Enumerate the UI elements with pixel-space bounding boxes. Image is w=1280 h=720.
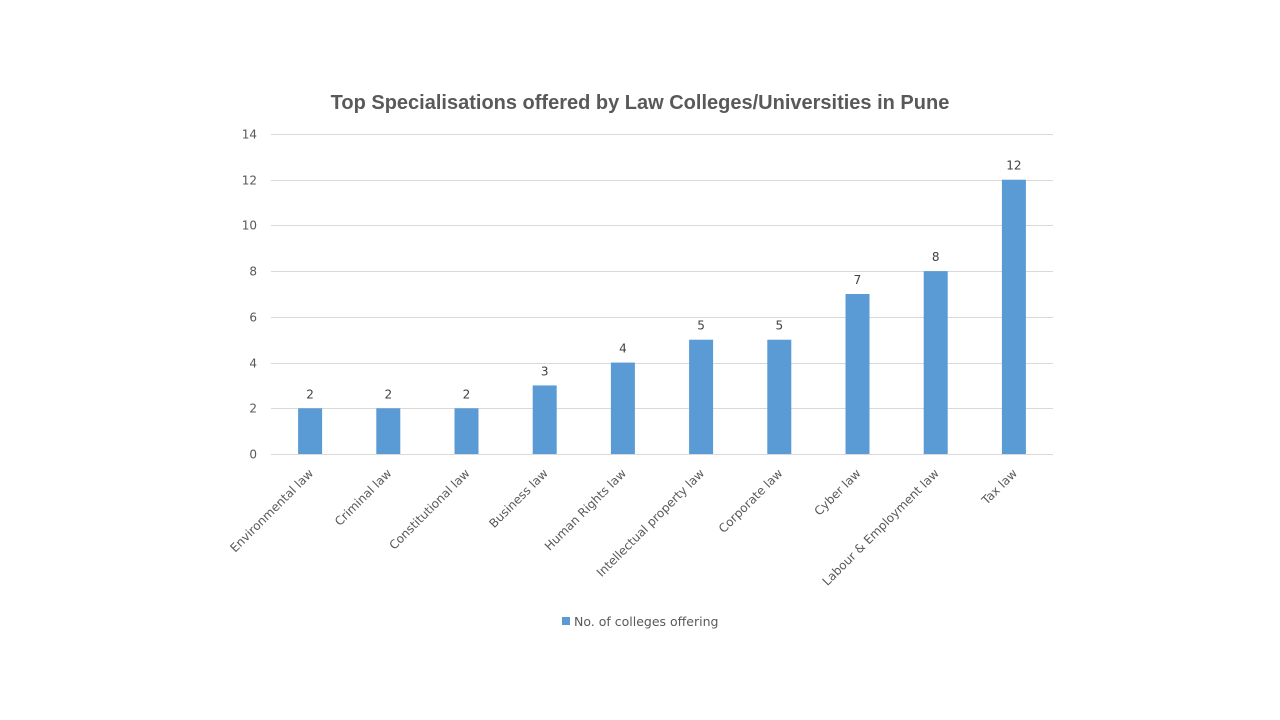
data-label: 8 xyxy=(932,250,940,264)
data-label: 12 xyxy=(1006,159,1021,173)
y-tick-label: 4 xyxy=(249,357,257,371)
bar xyxy=(767,339,792,454)
bar xyxy=(532,385,557,454)
data-label: 5 xyxy=(775,319,783,333)
y-tick-label: 10 xyxy=(242,219,257,233)
x-tick-label: Criminal law xyxy=(332,466,395,529)
y-tick-label: 8 xyxy=(249,265,257,279)
data-label: 3 xyxy=(541,364,549,378)
gridlines xyxy=(271,134,1053,455)
bar xyxy=(845,294,870,454)
data-labels: 2 2 2 3 4 5 5 7 8 12 xyxy=(306,159,1021,402)
x-tick-label: Corporate law xyxy=(716,466,786,536)
y-tick-label: 6 xyxy=(249,311,257,325)
data-label: 7 xyxy=(854,273,862,287)
x-tick-label: Tax law xyxy=(978,466,1020,508)
y-tick-label: 2 xyxy=(249,402,257,416)
y-tick-label: 14 xyxy=(242,128,257,142)
bar xyxy=(1001,179,1026,454)
legend-label: No. of colleges offering xyxy=(574,614,718,629)
legend: No. of colleges offering xyxy=(562,614,718,629)
x-tick-label: Business law xyxy=(486,466,551,531)
x-tick-label: Human Rights law xyxy=(542,466,629,553)
y-axis-ticks: 0 2 4 6 8 10 12 14 xyxy=(242,128,257,462)
x-tick-label: Environmental law xyxy=(227,466,316,555)
x-axis-labels: Environmental law Criminal lawConstitutio… xyxy=(227,466,1020,588)
bar xyxy=(923,271,948,454)
y-tick-label: 12 xyxy=(242,174,257,188)
data-label: 2 xyxy=(384,387,392,401)
data-label: 2 xyxy=(306,387,314,401)
x-tick-label: Constitutional law xyxy=(386,466,472,552)
bar xyxy=(376,408,401,454)
data-label: 5 xyxy=(697,319,705,333)
y-tick-label: 0 xyxy=(249,448,257,462)
bar xyxy=(689,339,714,454)
x-tick-label: Cyber law xyxy=(811,466,863,518)
legend-swatch xyxy=(562,617,570,625)
bar xyxy=(298,408,323,454)
chart-title: Top Specialisations offered by Law Colle… xyxy=(331,92,950,114)
bars xyxy=(298,179,1026,454)
data-label: 4 xyxy=(619,342,627,356)
data-label: 2 xyxy=(463,387,471,401)
bar xyxy=(610,362,635,454)
bar xyxy=(454,408,479,454)
